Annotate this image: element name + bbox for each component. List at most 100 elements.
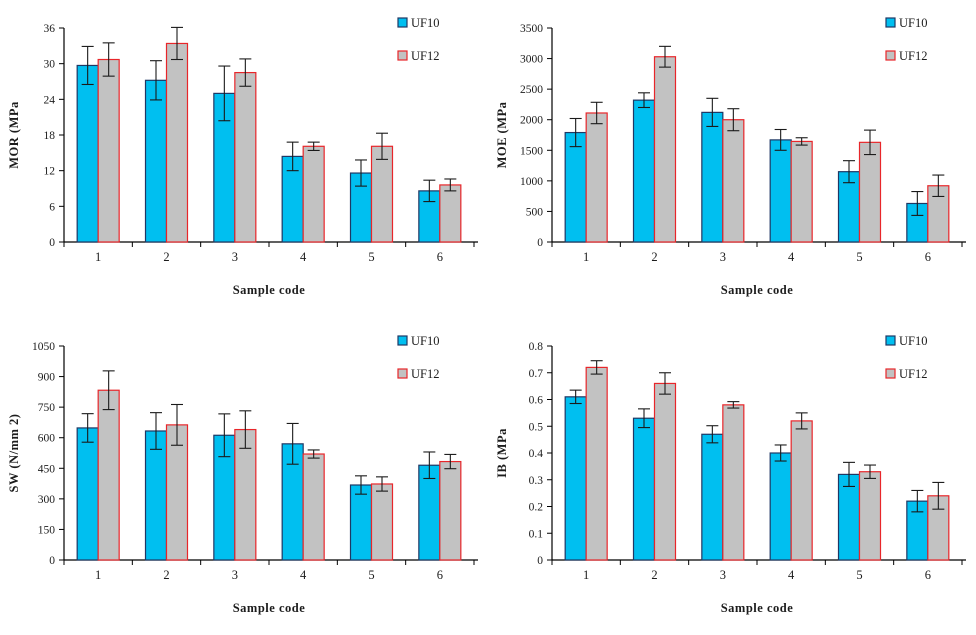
bar-uf12-2	[165, 42, 189, 243]
y-tick-label: 18	[44, 130, 56, 142]
bar-uf12-4	[790, 420, 813, 561]
legend-swatch-uf10	[885, 17, 896, 28]
category-label: 1	[95, 568, 101, 582]
category-label: 4	[788, 250, 795, 264]
y-tick-label: 0.3	[529, 475, 544, 487]
chart-svg: 0 500 1000 1500 2000 2500 3000 3500 1 2 3 4 5 6 Sample…	[495, 16, 966, 297]
y-tick-label: 150	[38, 524, 56, 536]
error-bar-uf12-6	[444, 178, 457, 192]
chart-moe: 0 500 1000 1500 2000 2500 3000 3500 1 2 3 4 5 6 Sample…	[488, 0, 976, 318]
legend-label-uf10: UF10	[411, 334, 439, 348]
error-bar-uf10-5	[843, 461, 855, 487]
bar-uf12-4	[302, 145, 325, 243]
error-bar-uf10-2	[150, 412, 162, 450]
bar-uf10-1	[564, 131, 587, 243]
error-bar-uf10-5	[355, 159, 367, 187]
error-bar-uf10-4	[286, 141, 299, 172]
error-bar-uf10-3	[706, 425, 719, 444]
bar-uf12-6	[439, 184, 462, 243]
legend-swatch-uf10	[885, 335, 896, 346]
error-bar-uf12-3	[727, 108, 740, 132]
category-label: 1	[583, 250, 589, 264]
error-bar-uf10-1	[569, 389, 582, 405]
error-bar-uf12-3	[239, 410, 252, 449]
y-tick-label: 3000	[520, 54, 543, 66]
error-bar-uf10-2	[150, 60, 162, 101]
y-tick-label: 1050	[32, 341, 55, 353]
category-label: 4	[300, 250, 307, 264]
bar-uf10-1	[564, 396, 587, 561]
chart-ib: 0 0.1 0.2 0.3 0.4 0.5 0.6 0.7 0.8 1 2 3 4 5 6 Sample co…	[488, 318, 976, 635]
legend-swatch-uf12	[397, 368, 408, 379]
error-bar-uf12-1	[590, 360, 603, 375]
error-bar-uf12-1	[102, 370, 115, 411]
error-bar-uf10-1	[81, 413, 94, 443]
error-bar-uf12-4	[795, 412, 808, 430]
y-tick-label: 0.1	[529, 528, 544, 540]
bar-uf10-2	[144, 430, 168, 561]
error-bar-uf10-4	[774, 444, 787, 462]
bar-uf12-1	[97, 389, 120, 561]
bar-uf10-3	[701, 111, 724, 243]
error-bar-uf12-2	[659, 45, 671, 68]
bar-uf10-2	[144, 79, 168, 243]
legend-swatch-uf12	[397, 50, 408, 61]
category-label: 5	[856, 568, 862, 582]
error-bar-uf12-6	[444, 453, 457, 470]
bar-uf10-5	[837, 473, 861, 561]
error-bar-uf10-2	[638, 408, 650, 429]
bar-uf12-4	[790, 140, 813, 243]
y-axis-title: SW (N/mm 2)	[7, 414, 21, 493]
y-tick-label: 1000	[520, 176, 543, 188]
bar-uf12-3	[234, 71, 257, 243]
error-bar-uf12-1	[590, 101, 603, 125]
error-bar-uf12-6	[932, 481, 945, 510]
legend-label-uf12: UF12	[899, 49, 927, 63]
y-tick-label: 900	[38, 372, 56, 384]
category-label: 3	[232, 250, 238, 264]
y-tick-label: 24	[44, 94, 56, 106]
y-tick-label: 0	[49, 237, 55, 249]
category-label: 6	[925, 568, 931, 582]
error-bar-uf12-2	[659, 372, 671, 395]
bar-uf12-6	[439, 460, 462, 561]
bar-uf12-4	[302, 453, 325, 561]
y-tick-label: 500	[526, 206, 544, 218]
category-label: 5	[368, 568, 374, 582]
bar-uf12-3	[722, 119, 745, 243]
error-bar-uf10-3	[218, 413, 231, 458]
error-bar-uf12-1	[102, 42, 115, 77]
y-axis-title: MOE (MPa	[495, 101, 509, 168]
bar-uf10-3	[701, 433, 724, 561]
error-bar-uf10-3	[218, 65, 231, 122]
bar-uf12-1	[97, 58, 120, 243]
bar-uf12-2	[653, 382, 677, 561]
legend-label-uf10: UF10	[411, 16, 439, 30]
y-tick-label: 0	[49, 555, 55, 567]
y-tick-label: 0	[537, 555, 543, 567]
y-tick-label: 0.7	[529, 368, 544, 380]
y-tick-label: 2500	[520, 84, 543, 96]
x-axis-title: Sample code	[721, 283, 794, 297]
legend-label-uf10: UF10	[899, 16, 927, 30]
bar-uf10-1	[76, 64, 99, 243]
y-tick-label: 750	[38, 402, 56, 414]
category-label: 2	[163, 568, 169, 582]
bar-uf12-5	[858, 471, 882, 561]
bar-uf12-2	[653, 56, 677, 243]
error-bar-uf12-3	[727, 401, 740, 409]
error-bar-uf12-4	[795, 137, 808, 146]
legend-swatch-uf12	[885, 368, 896, 379]
y-axis-title: MOR (MPa	[7, 101, 21, 169]
category-label: 5	[856, 250, 862, 264]
bar-uf12-5	[858, 141, 882, 243]
chart-sw: 0 150 300 450 600 750 900 1050 1 2 3 4 5 6 Sample code…	[0, 318, 488, 635]
y-tick-label: 2000	[520, 115, 543, 127]
error-bar-uf10-6	[911, 489, 924, 513]
bar-uf12-3	[234, 428, 257, 561]
error-bar-uf12-5	[864, 464, 876, 479]
bar-uf12-1	[585, 112, 608, 243]
error-bar-uf12-3	[239, 58, 252, 87]
chart-svg: 0 150 300 450 600 750 900 1050 1 2 3 4 5 6 Sample code…	[7, 334, 478, 615]
legend-swatch-uf10	[397, 335, 408, 346]
